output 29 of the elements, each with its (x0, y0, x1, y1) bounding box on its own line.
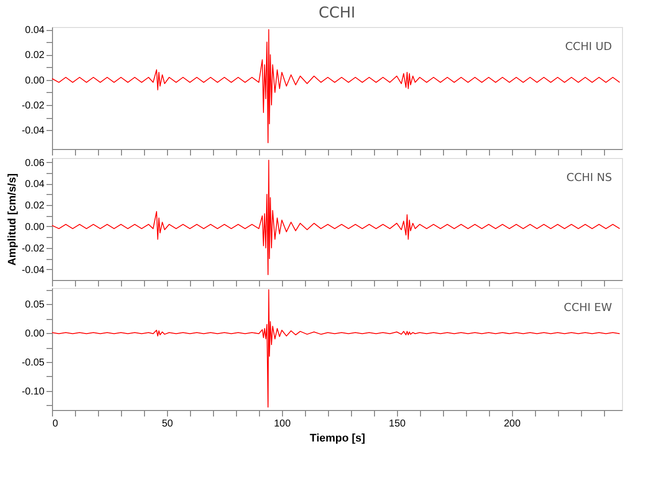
y-tick-label: -0.04 (22, 264, 45, 276)
y-tick-label: 0.06 (25, 158, 45, 169)
y-tick-label: 0.04 (25, 25, 45, 36)
y-tick-label: 0.02 (25, 200, 45, 212)
y-tick-label: 0.02 (25, 50, 45, 62)
line-series (52, 289, 620, 408)
line-series (52, 160, 620, 276)
x-tick-label: 0 (52, 418, 58, 430)
line-series (52, 29, 620, 144)
y-tick-label: 0.00 (25, 328, 45, 340)
y-tick-label: -0.04 (22, 126, 45, 137)
x-axis-title: Tiempo [s] (310, 432, 366, 444)
y-tick-label: 0.04 (25, 179, 45, 190)
y-tick-label: -0.05 (22, 358, 45, 369)
y-tick-label: -0.02 (22, 100, 45, 112)
text: CCHI UD (565, 40, 612, 53)
chart-title: CCHI (318, 4, 356, 22)
y-tick-label: 0.00 (25, 75, 45, 86)
x-tick-label: 50 (162, 418, 174, 430)
series-label: CCHI EW (564, 301, 612, 314)
y-axis-title: Amplitud [cm/s/s] (6, 173, 19, 266)
y-tick-label: -0.10 (22, 386, 45, 398)
y-tick-label: -0.02 (22, 243, 45, 254)
x-tick-label: 100 (274, 418, 292, 430)
x-tick-label: 200 (504, 418, 521, 430)
y-tick-label: 0.05 (25, 300, 45, 311)
x-tick-label: 150 (388, 418, 406, 430)
y-tick-label: 0.00 (25, 222, 45, 233)
text: CCHI NS (566, 171, 612, 184)
